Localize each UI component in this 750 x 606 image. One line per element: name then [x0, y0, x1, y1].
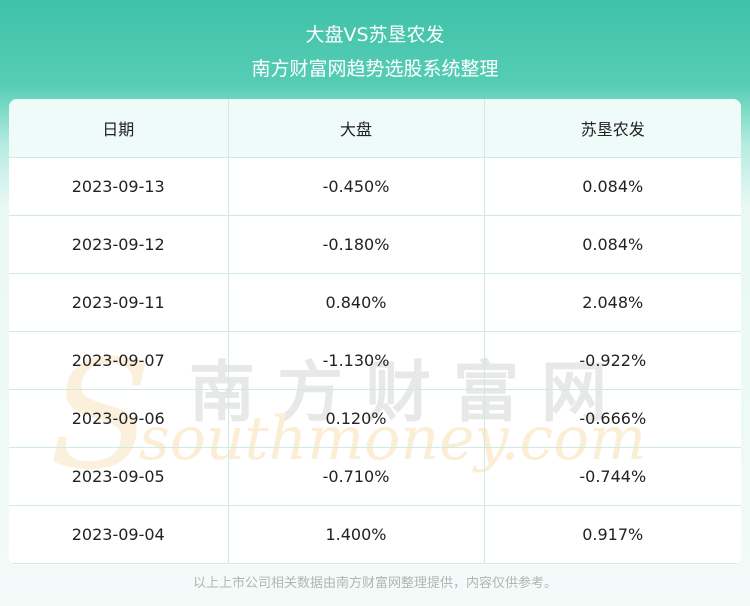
cell-stock: 0.917%: [484, 505, 741, 564]
column-header-date: 日期: [9, 99, 229, 158]
cell-stock: -0.744%: [484, 447, 741, 506]
page-title: 大盘VS苏垦农发: [305, 24, 445, 46]
table-header-row: 日期 大盘 苏垦农发: [9, 99, 741, 158]
cell-date: 2023-09-13: [9, 157, 229, 216]
table-row: 2023-09-04 1.400% 0.917%: [9, 505, 741, 564]
cell-market: -1.130%: [228, 331, 485, 390]
cell-stock: -0.666%: [484, 389, 741, 448]
column-header-market: 大盘: [228, 99, 485, 158]
footer-disclaimer: 以上上市公司相关数据由南方财富网整理提供，内容仅供参考。: [192, 576, 557, 591]
cell-date: 2023-09-05: [9, 447, 229, 506]
cell-date: 2023-09-04: [9, 505, 229, 564]
page-subtitle: 南方财富网趋势选股系统整理: [251, 58, 499, 80]
cell-market: 0.840%: [228, 273, 485, 332]
cell-stock: 2.048%: [484, 273, 741, 332]
cell-market: -0.710%: [228, 447, 485, 506]
table-row: 2023-09-06 0.120% -0.666%: [9, 389, 741, 448]
cell-market: -0.450%: [228, 157, 485, 216]
cell-stock: 0.084%: [484, 215, 741, 274]
comparison-table: 日期 大盘 苏垦农发 2023-09-13 -0.450% 0.084% 202…: [9, 99, 741, 564]
cell-date: 2023-09-07: [9, 331, 229, 390]
table-row: 2023-09-12 -0.180% 0.084%: [9, 215, 741, 274]
column-header-stock: 苏垦农发: [484, 99, 741, 158]
cell-market: 0.120%: [228, 389, 485, 448]
table-row: 2023-09-07 -1.130% -0.922%: [9, 331, 741, 390]
cell-market: -0.180%: [228, 215, 485, 274]
cell-stock: -0.922%: [484, 331, 741, 390]
cell-date: 2023-09-06: [9, 389, 229, 448]
cell-market: 1.400%: [228, 505, 485, 564]
cell-date: 2023-09-11: [9, 273, 229, 332]
table-row: 2023-09-05 -0.710% -0.744%: [9, 447, 741, 506]
cell-stock: 0.084%: [484, 157, 741, 216]
cell-date: 2023-09-12: [9, 215, 229, 274]
table-row: 2023-09-13 -0.450% 0.084%: [9, 157, 741, 216]
table-row: 2023-09-11 0.840% 2.048%: [9, 273, 741, 332]
data-table-card: S 南方财富网 southmoney.com 日期 大盘 苏垦农发 2023-0…: [9, 99, 741, 565]
